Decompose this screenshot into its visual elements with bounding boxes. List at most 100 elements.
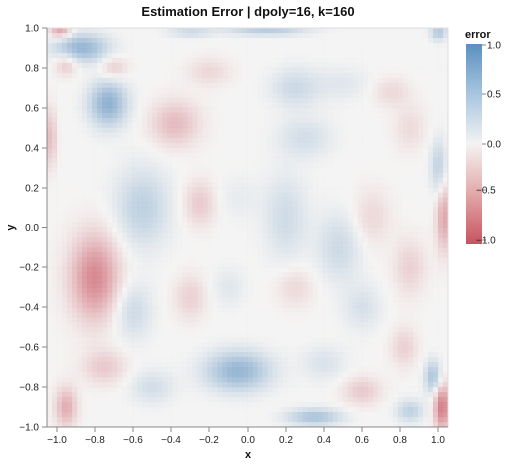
heatmap-cell — [177, 372, 183, 378]
heatmap-cell — [142, 412, 148, 418]
heatmap-cell — [272, 247, 278, 253]
heatmap-cell — [267, 352, 273, 358]
heatmap-cell — [142, 322, 148, 328]
heatmap-cell — [297, 127, 303, 134]
heatmap-cell — [227, 72, 233, 79]
heatmap-cell — [122, 157, 128, 163]
heatmap-cell — [142, 197, 148, 203]
heatmap-cell — [67, 112, 73, 119]
heatmap-cell — [167, 252, 173, 258]
heatmap-cell — [107, 187, 113, 193]
heatmap-cell — [82, 77, 88, 84]
heatmap-cell — [77, 332, 83, 338]
heatmap-cell — [337, 37, 344, 44]
heatmap-cell — [147, 322, 153, 328]
heatmap-cell — [297, 97, 303, 104]
heatmap-cell — [92, 317, 98, 323]
heatmap-cell — [332, 202, 339, 208]
heatmap-cell — [177, 322, 183, 328]
heatmap-cell — [162, 177, 168, 183]
heatmap-cell — [92, 57, 98, 64]
heatmap-cell — [322, 347, 328, 353]
heatmap-cell — [192, 392, 198, 398]
heatmap-cell — [47, 237, 53, 243]
heatmap-cell — [347, 342, 354, 348]
heatmap-cell — [157, 317, 163, 323]
heatmap-cell — [332, 57, 339, 64]
heatmap-cell — [232, 337, 238, 343]
heatmap-cell — [247, 352, 253, 358]
heatmap-cell — [317, 37, 323, 44]
heatmap-cell — [87, 312, 93, 318]
heatmap-cell — [257, 192, 263, 198]
heatmap-cell — [182, 417, 188, 423]
heatmap-cell — [207, 342, 213, 348]
heatmap-cell — [257, 177, 263, 183]
heatmap-cell — [207, 127, 213, 134]
heatmap-cell — [87, 77, 93, 84]
heatmap-cell — [212, 362, 218, 368]
heatmap-cell — [52, 372, 58, 378]
heatmap-cell — [307, 337, 313, 343]
heatmap-cell — [157, 112, 163, 119]
heatmap-cell — [342, 217, 349, 223]
heatmap-cell — [182, 282, 188, 288]
heatmap-cell — [222, 92, 228, 99]
heatmap-cell — [127, 47, 133, 54]
heatmap-cell — [277, 82, 283, 89]
heatmap-cell — [287, 242, 293, 248]
heatmap-cell — [112, 87, 118, 94]
heatmap-cell — [312, 387, 318, 393]
heatmap-cell — [242, 102, 248, 109]
heatmap-cell — [157, 282, 163, 288]
heatmap-cell — [307, 62, 313, 69]
heatmap-cell — [122, 217, 128, 223]
heatmap-cell — [187, 382, 193, 388]
heatmap-cell — [262, 382, 268, 388]
heatmap-cell — [277, 392, 283, 398]
heatmap-cell — [132, 292, 138, 298]
heatmap-cell — [217, 337, 223, 343]
heatmap-cell — [282, 247, 288, 253]
heatmap-cell — [47, 222, 53, 228]
heatmap-cell — [167, 222, 173, 228]
heatmap-cell — [232, 382, 238, 388]
heatmap-cell — [57, 72, 63, 79]
heatmap-cell — [332, 157, 339, 163]
heatmap-cell — [127, 322, 133, 328]
heatmap-cell — [232, 132, 238, 139]
heatmap-cell — [287, 397, 293, 403]
heatmap-cell — [327, 257, 334, 263]
heatmap-cell — [342, 132, 349, 139]
heatmap-cell — [197, 197, 203, 203]
heatmap-cell — [237, 67, 243, 74]
heatmap-cell — [317, 267, 323, 273]
heatmap-cell — [157, 277, 163, 283]
heatmap-cell — [322, 237, 328, 243]
heatmap-cell — [122, 367, 128, 373]
heatmap-cell — [87, 302, 93, 308]
heatmap-cell — [67, 402, 73, 408]
heatmap-cell — [217, 387, 223, 393]
heatmap-cell — [97, 77, 103, 84]
heatmap-cell — [82, 342, 88, 348]
heatmap-cell — [57, 47, 63, 54]
heatmap-cell — [307, 127, 313, 134]
heatmap-cell — [192, 87, 198, 94]
heatmap-cell — [127, 212, 133, 218]
heatmap-cell — [102, 212, 108, 218]
heatmap-cell — [177, 357, 183, 363]
heatmap-cell — [272, 352, 278, 358]
heatmap-cell — [327, 332, 334, 338]
heatmap-cell — [82, 57, 88, 64]
heatmap-cell — [262, 397, 268, 403]
heatmap-cell — [87, 232, 93, 238]
heatmap-cell — [352, 152, 359, 158]
heatmap-cell — [292, 147, 298, 153]
heatmap-cell — [302, 237, 308, 243]
heatmap-cell — [317, 392, 323, 398]
heatmap-cell — [97, 387, 103, 393]
heatmap-cell — [112, 312, 118, 318]
heatmap-cell — [142, 422, 148, 428]
heatmap-cell — [207, 142, 213, 148]
